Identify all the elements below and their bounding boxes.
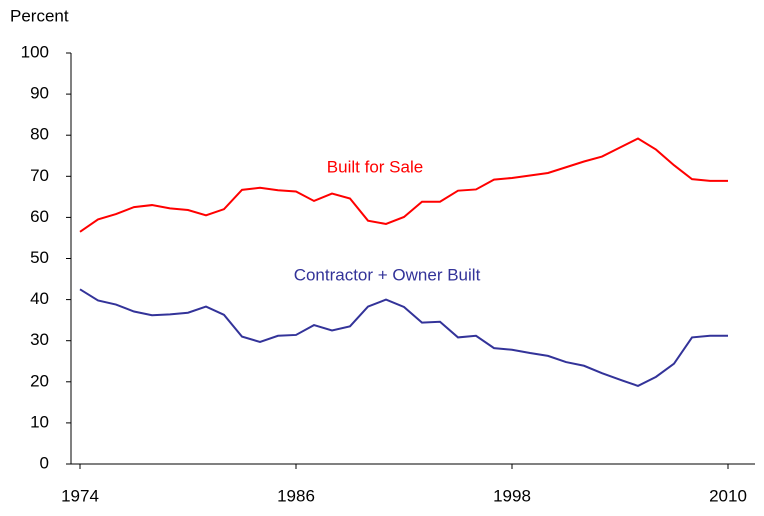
y-tick-label: 80 <box>30 125 49 144</box>
data-line <box>79 137 728 233</box>
y-tick-label: 40 <box>30 289 49 308</box>
y-tick-label: 10 <box>30 412 49 431</box>
y-tick-label: 90 <box>30 84 49 103</box>
y-tick-label: 100 <box>21 42 49 61</box>
x-tick-label: 2010 <box>709 486 747 505</box>
x-tick-label: 1974 <box>61 486 99 505</box>
x-tick-label: 1998 <box>493 486 531 505</box>
y-tick-label: 30 <box>30 330 49 349</box>
data-line <box>79 288 728 387</box>
y-tick-label: 0 <box>40 453 49 472</box>
series-label: Built for Sale <box>327 157 423 176</box>
y-tick-label: 60 <box>30 207 49 226</box>
y-tick-label: 20 <box>30 371 49 390</box>
y-tick-label: 70 <box>30 166 49 185</box>
y-axis-label: Percent <box>10 6 69 25</box>
x-tick-label: 1986 <box>277 486 315 505</box>
series-label: Contractor + Owner Built <box>294 265 481 284</box>
y-tick-label: 50 <box>30 248 49 267</box>
